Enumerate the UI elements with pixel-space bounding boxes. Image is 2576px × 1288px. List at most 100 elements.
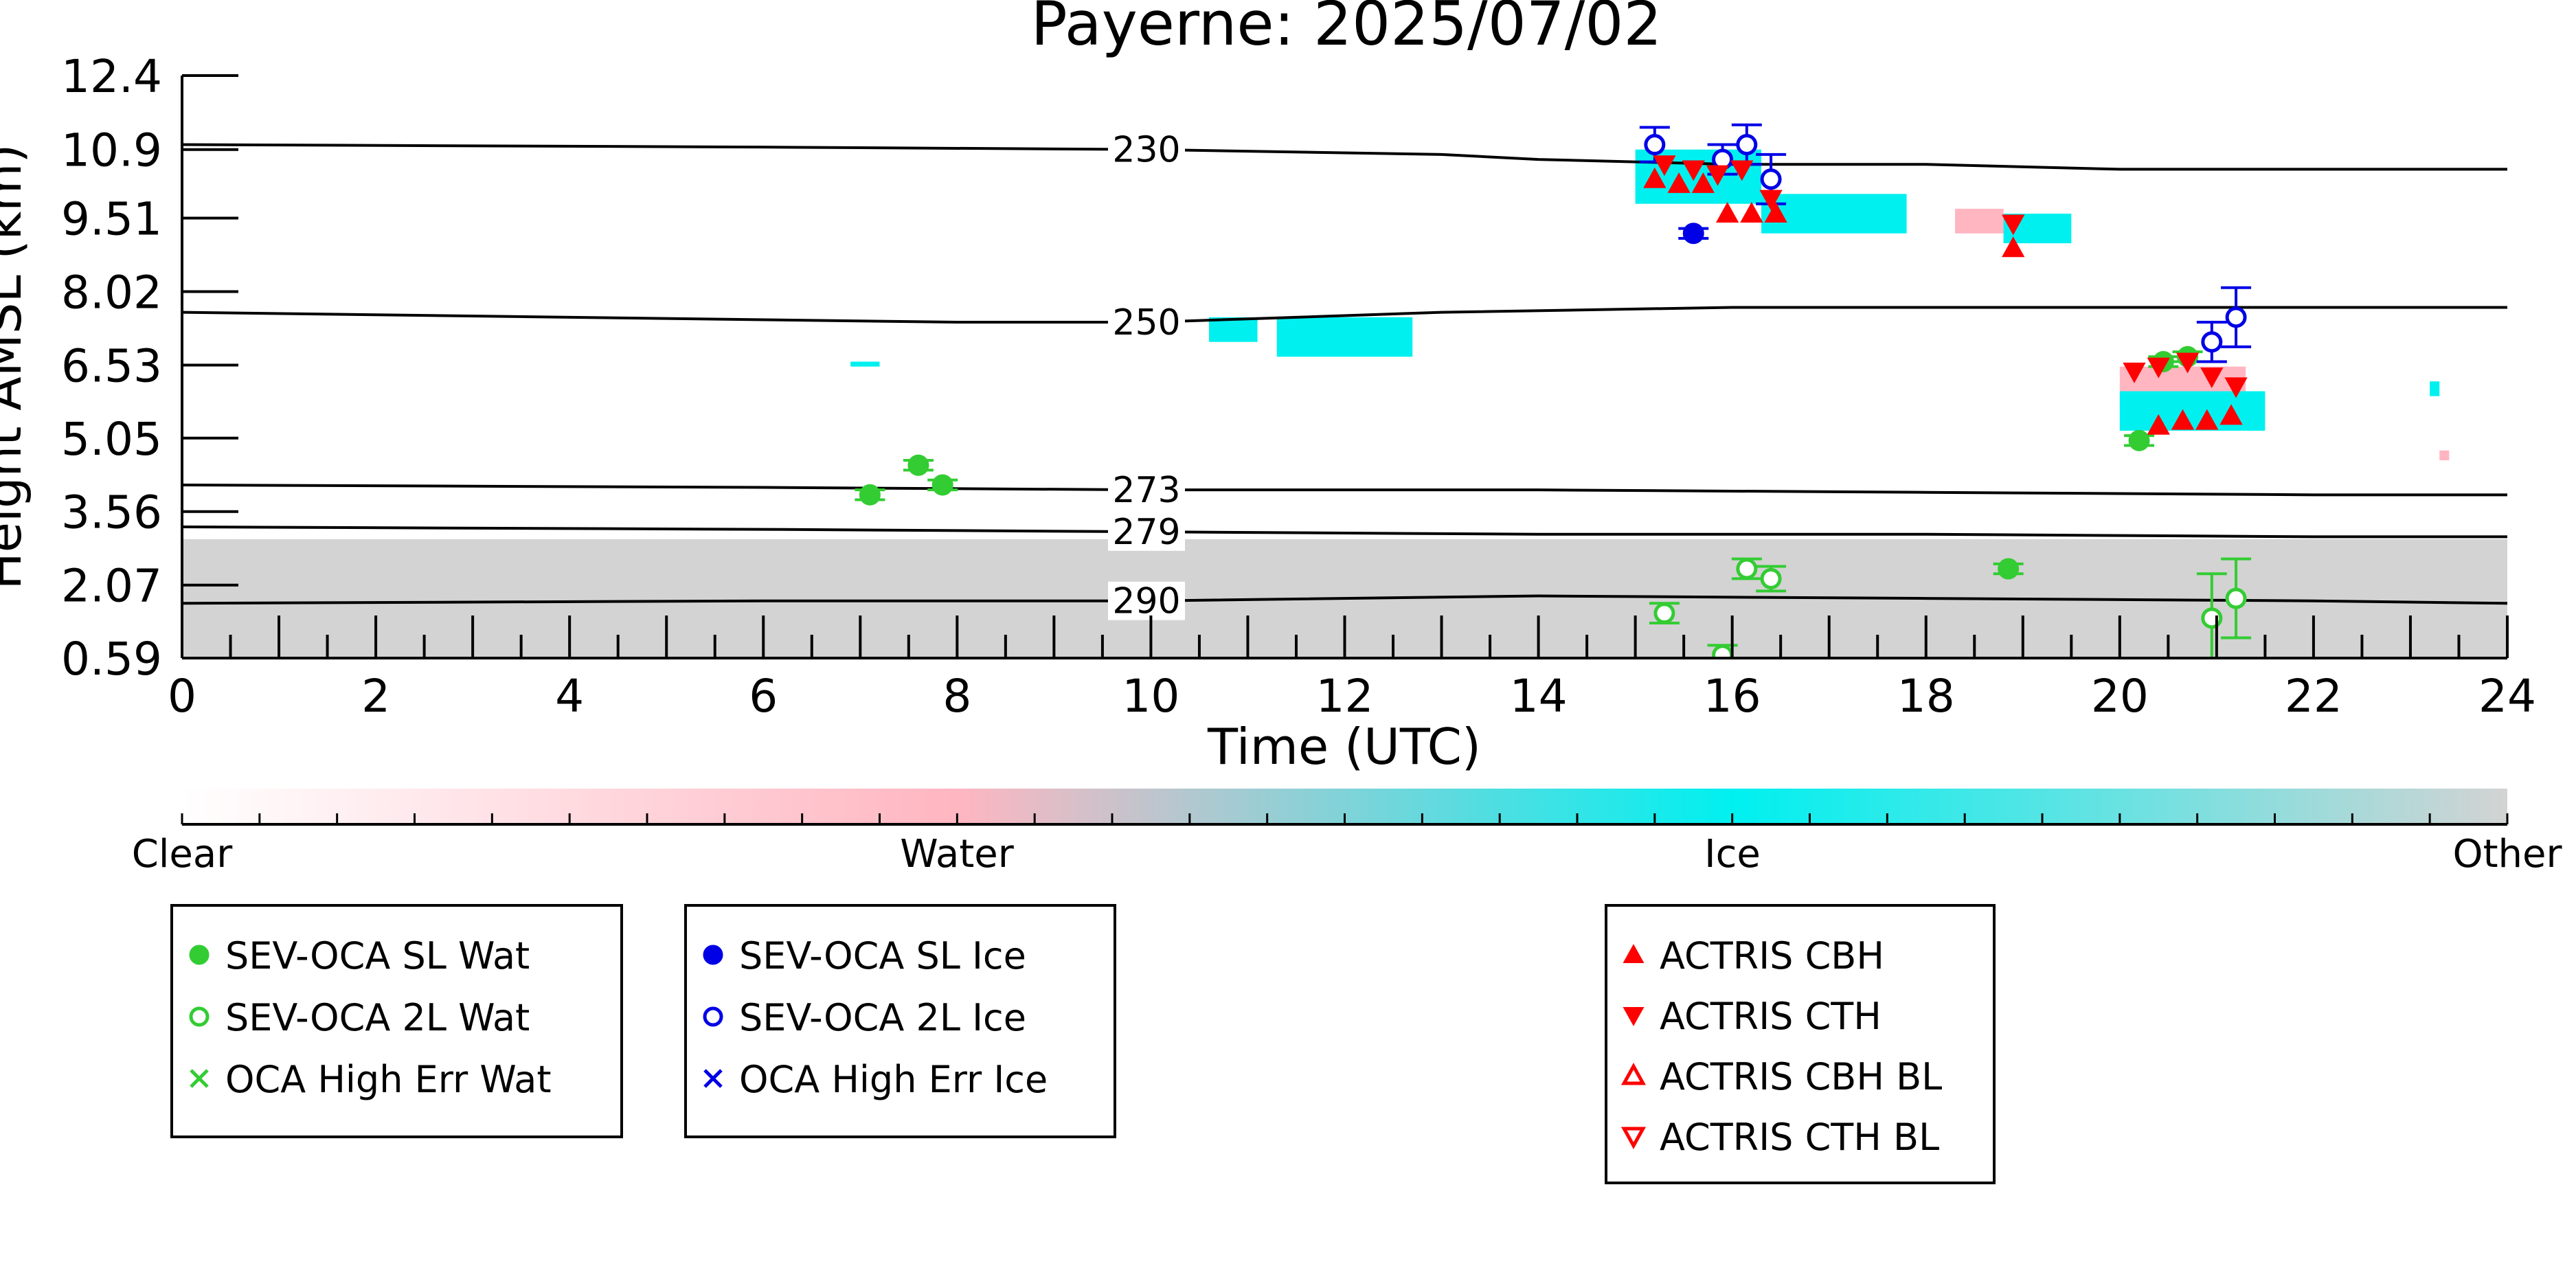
data-point-actris-cth [1653,155,1676,177]
cloud-patch-water [1955,208,2004,234]
y-ticks: 12.4 10.9 9.51 8.02 6.53 5.05 3.56 2.07 0.59 [61,50,238,686]
cloud-patch-ice [1276,317,1413,357]
data-point-sev-oca-sl-ice [1682,223,1704,245]
y-tick-label: 12.4 [61,50,162,103]
isotherm-label-279: 279 [1112,512,1180,553]
y-tick-label: 2.07 [61,560,162,613]
legend-marker-sev-oca-2l-ice [703,1006,723,1027]
legend-marker-actris-cth-bl [1620,1127,1647,1149]
legend-label-actris-cth: ACTRIS CTH [1660,995,1882,1038]
data-point-sev-oca-2l-wat [2201,607,2223,629]
isotherm-line-250 [182,306,2507,324]
legend-frame [684,904,1116,1138]
data-point-actris-cbh [1715,202,1739,223]
isotherm-label-273: 273 [1112,470,1180,511]
x-tick-label: 6 [749,670,778,723]
data-point-actris-cth [2200,368,2224,389]
isotherm-label-bg [1108,512,1185,551]
data-point-actris-cth [2002,214,2025,236]
y-tick-label: 5.05 [61,413,162,466]
legend-label-sev-oca-2l-wat: SEV-OCA 2L Wat [225,996,530,1039]
data-point-sev-oca-sl-wat [907,454,929,476]
data-point-sev-oca-2l-ice [2201,331,2223,353]
x-tick-label: 12 [1316,670,1374,723]
colorbar-label-water: Water [900,832,1015,877]
isotherm-line-279 [182,526,2507,539]
data-point-sev-oca-2l-ice [2225,306,2247,328]
cloud-class-colorbar: Clear Water Ice Other [132,789,2562,877]
isotherm-label-290: 290 [1112,581,1180,622]
legend-box-3: ACTRIS CBH ACTRIS CTH ACTRIS CBH BL ACTRIS … [1605,904,1996,1184]
data-point-actris-cth [2147,357,2170,379]
data-point-actris-cbh [1764,202,1787,223]
x-tick-label: 0 [168,670,196,723]
chart-title: Payerne: 2025/07/02 [1031,0,1662,59]
data-point-sev-oca-2l-ice [1760,168,1782,190]
x-ticks: 0 2 4 6 8 10 12 14 16 18 20 22 24 [168,615,2536,723]
data-point-sev-oca-2l-wat [1712,644,1734,658]
data-point-sev-oca-2l-wat [2225,587,2247,609]
colorbar-label-clear: Clear [132,832,233,877]
legend-marker-oca-high-err-wat [190,1069,209,1088]
x-tick-label: 14 [1510,670,1568,723]
legend-label-actris-cbh: ACTRIS CBH [1660,934,1884,978]
isotherm-label-230: 230 [1112,129,1180,170]
data-point-sev-oca-sl-wat [859,484,881,506]
data-point-sev-oca-2l-ice [1736,134,1758,156]
data-point-actris-cbh [1667,172,1691,193]
isotherm-label-bg [1108,130,1185,169]
y-tick-label: 0.59 [61,633,162,686]
legend-label-sev-oca-2l-ice: SEV-OCA 2L Ice [739,996,1026,1039]
legend-marker-oca-high-err-ice [703,1069,723,1088]
cloud-patch-water [2439,450,2450,461]
legend-marker-sev-oca-sl-wat [189,945,210,965]
data-point-actris-cth [1682,160,1705,181]
data-point-actris-cbh [2002,236,2025,258]
x-axis-label: Time (UTC) [1207,718,1481,776]
cloud-patch-ice [2119,391,2266,431]
retrieval-markers [855,123,2252,658]
isotherm-line-230 [182,143,2507,171]
isotherm-line-273 [182,483,2507,497]
x-tick-label: 2 [361,670,390,723]
data-point-sev-oca-sl-wat [2128,429,2150,451]
legend-label-actris-cbh-bl: ACTRIS CBH BL [1660,1055,1942,1098]
legend-marker-actris-cbh [1623,944,1645,964]
data-point-actris-cbh [1740,202,1763,223]
x-tick-label: 10 [1122,670,1179,723]
isotherm-label-250: 250 [1112,302,1180,343]
cloud-patch-ice [2430,381,2440,396]
x-tick-label: 22 [2285,670,2342,723]
data-point-actris-cth [1730,160,1754,181]
cloud-classification-layer [182,149,2507,658]
axes: 0 2 4 6 8 10 12 14 16 18 20 22 24 12.410.99.518.026.… [61,50,2536,723]
data-point-actris-cth [1706,165,1730,186]
x-tick-label: 24 [2478,670,2536,723]
data-point-actris-cth [2224,377,2248,398]
legend-box-1: SEV-OCA SL Wat SEV-OCA 2L Wat OCA High Err… [170,904,623,1138]
data-point-actris-cbh [2147,414,2170,435]
x-tick-label: 18 [1897,670,1955,723]
colorbar-ticks [181,813,2509,824]
isotherm-label-bg [1108,581,1185,620]
data-point-sev-oca-2l-wat [1736,558,1758,580]
data-point-sev-oca-sl-wat [1998,558,2020,580]
legend-label-oca-high-err-ice: OCA High Err Ice [739,1058,1048,1101]
legend-marker-sev-oca-sl-ice [703,945,723,965]
legend-label-actris-cth-bl: ACTRIS CTH BL [1660,1116,1939,1159]
x-tick-label: 8 [942,670,971,723]
data-point-actris-cbh [2171,409,2195,430]
data-point-actris-cbh [2219,404,2243,425]
x-tick-label: 20 [2091,670,2149,723]
data-point-actris-cbh [1691,172,1715,193]
data-point-actris-cbh [1643,167,1667,188]
cloud-patch-ice [1209,317,1258,342]
y-tick-label: 6.53 [61,339,162,392]
isotherm-line-290 [182,594,2507,605]
y-axis-label: Height AMSL (km) [0,144,32,590]
isotherm-label-bg [1108,470,1185,509]
x-tick-label: 16 [1704,670,1761,723]
cloud-patch-ice [1761,194,1907,234]
